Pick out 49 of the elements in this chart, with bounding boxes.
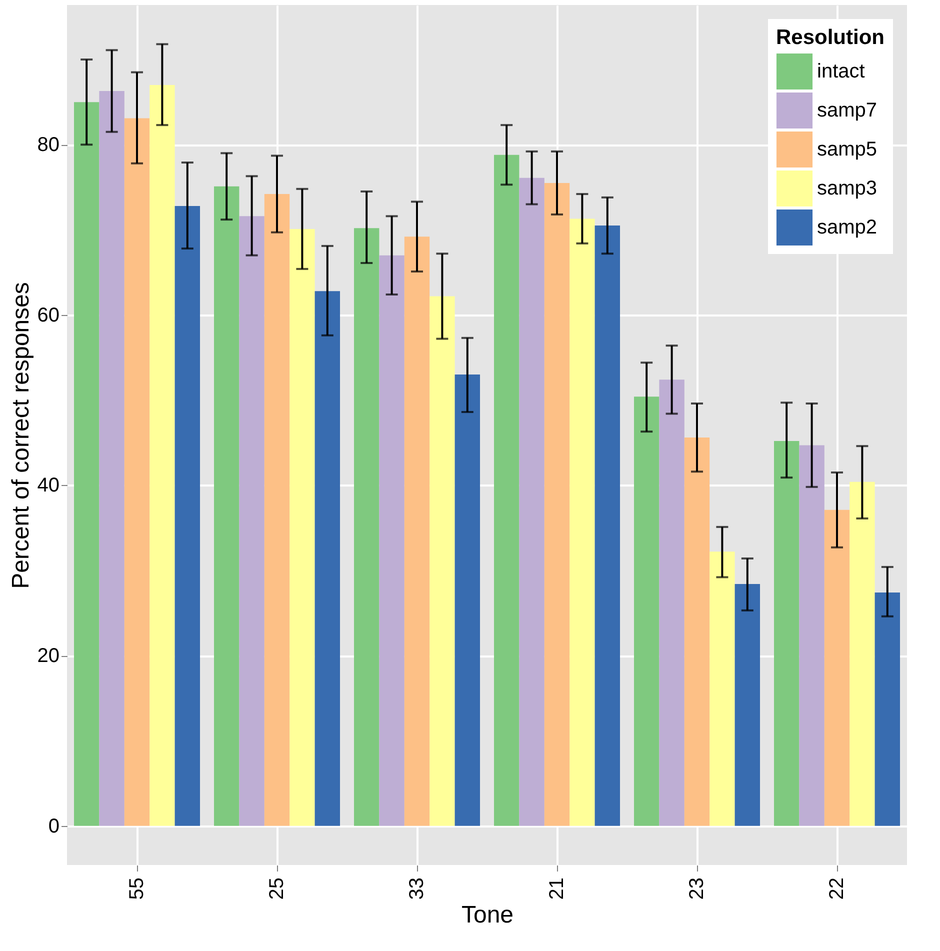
bar <box>850 482 875 826</box>
bar <box>290 228 315 826</box>
bar <box>174 206 200 826</box>
x-axis-title: Tone <box>461 902 514 929</box>
bar <box>430 296 455 826</box>
bar <box>354 228 380 826</box>
bar <box>314 291 340 826</box>
bar <box>710 552 735 826</box>
y-tick-label: 60 <box>37 304 60 326</box>
y-tick-label: 0 <box>48 815 60 838</box>
bar <box>150 85 175 826</box>
bar <box>239 216 264 826</box>
bar <box>99 91 124 826</box>
bar <box>634 396 660 826</box>
bar <box>494 154 520 826</box>
bar <box>659 380 684 826</box>
y-tick-label: 20 <box>37 645 60 668</box>
x-tick-label: 33 <box>406 878 428 900</box>
bar <box>519 178 544 826</box>
legend-label: intact <box>817 60 866 82</box>
bar <box>544 182 570 826</box>
x-tick-label: 55 <box>126 878 148 900</box>
bar <box>570 218 595 826</box>
bar <box>684 438 710 826</box>
y-axis-title: Percent of correct responses <box>7 282 34 589</box>
bar <box>454 374 480 826</box>
legend-label: samp5 <box>817 138 878 160</box>
bar <box>124 118 150 826</box>
bar <box>734 584 760 826</box>
bar <box>379 255 404 826</box>
x-tick-label: 25 <box>266 878 288 900</box>
legend-label: samp7 <box>817 100 878 122</box>
y-tick-label: 40 <box>37 474 60 497</box>
legend-title: Resolution <box>776 26 884 49</box>
bar <box>799 445 824 826</box>
bar <box>404 236 430 826</box>
x-tick-label: 23 <box>686 878 708 900</box>
y-tick-label: 80 <box>37 134 60 156</box>
bar <box>594 226 620 826</box>
legend-label: samp3 <box>817 178 878 200</box>
bar <box>774 440 800 826</box>
bar <box>874 592 900 826</box>
bar <box>74 102 100 826</box>
x-tick-label: 21 <box>546 878 568 900</box>
bar <box>214 186 240 826</box>
legend-label: samp2 <box>817 216 878 238</box>
bar <box>824 510 850 826</box>
bar <box>264 194 290 826</box>
x-tick-label: 22 <box>826 878 848 900</box>
